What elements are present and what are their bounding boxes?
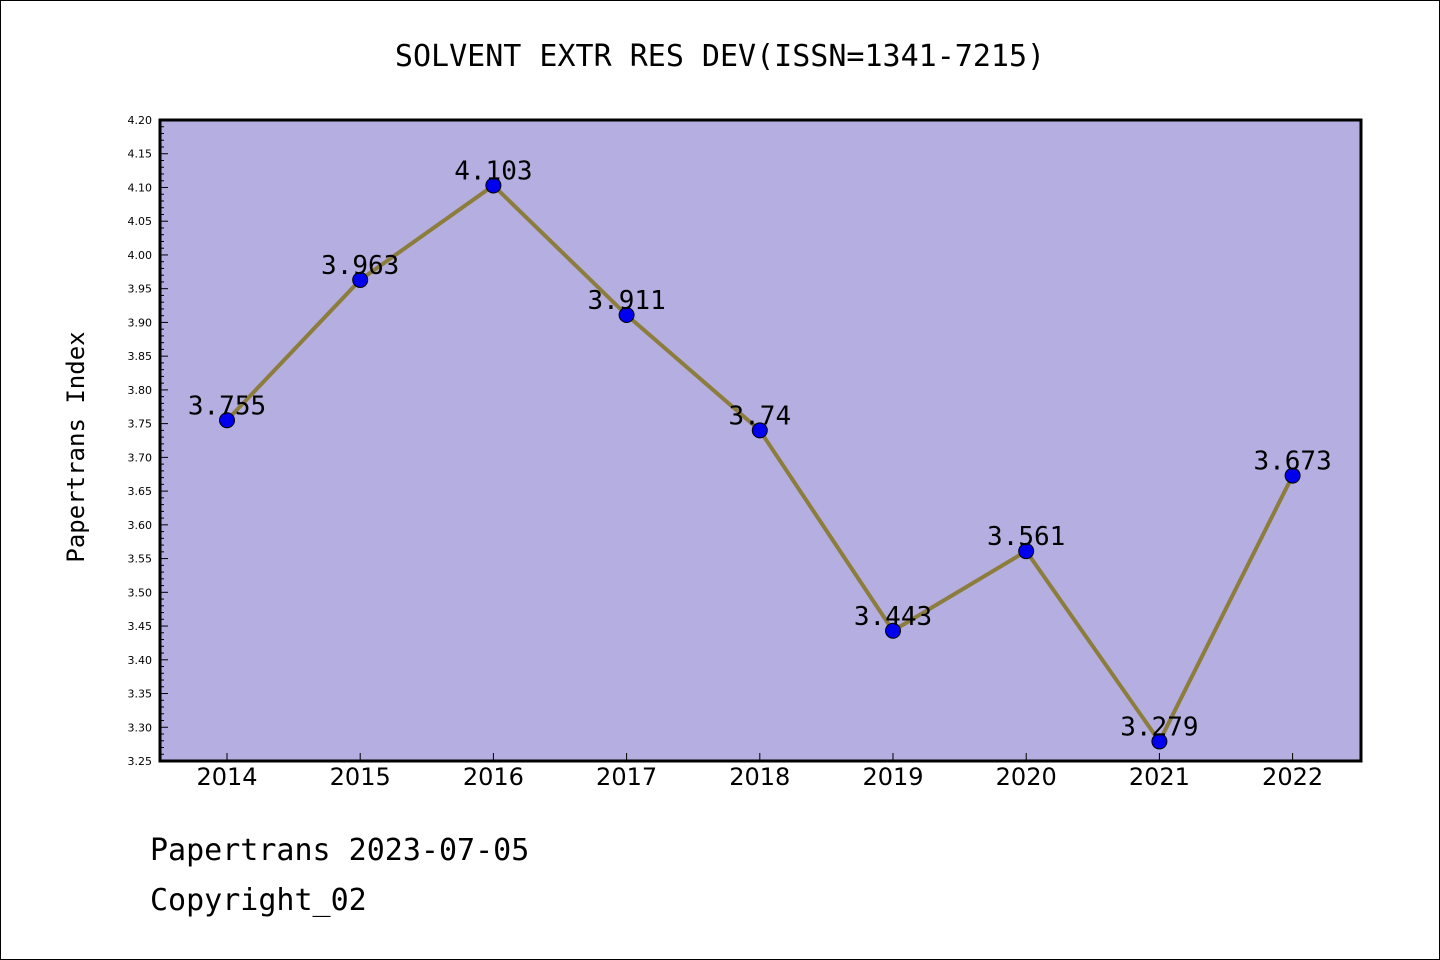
y-tick-label: 4.05 — [128, 215, 153, 228]
y-tick-label: 3.60 — [128, 519, 153, 532]
y-tick-label: 3.95 — [128, 283, 153, 296]
y-tick-label: 3.25 — [128, 755, 153, 768]
data-label-group: 3.755 3.963 4.103 3.911 3.74 3.443 3.561 3.279 3… — [188, 156, 1332, 742]
data-label: 3.911 — [587, 286, 665, 316]
data-label: 3.279 — [1120, 712, 1198, 742]
data-point — [1284, 467, 1301, 484]
data-point — [485, 177, 502, 194]
y-tick-label: 4.20 — [128, 114, 153, 127]
data-point — [1018, 543, 1035, 560]
data-point — [219, 412, 235, 429]
x-tick-label: 2018 — [729, 763, 790, 791]
y-tick-label: 4.00 — [128, 249, 153, 262]
x-tick-label: 2014 — [196, 763, 257, 791]
data-label: 3.673 — [1253, 447, 1331, 477]
series-line-group — [219, 177, 1301, 750]
chart-title: SOLVENT EXTR RES DEV(ISSN=1341-7215) — [395, 39, 1045, 74]
x-tick-label: 2015 — [330, 763, 391, 791]
data-point — [751, 422, 768, 439]
x-tick-label: 2022 — [1262, 763, 1323, 791]
y-tick-label: 3.85 — [128, 350, 153, 363]
data-point — [618, 306, 635, 323]
data-label: 3.561 — [987, 522, 1065, 552]
footer-date: Papertrans 2023-07-05 — [150, 833, 530, 868]
y-tick-label: 3.65 — [128, 485, 153, 498]
x-tick-label: 2019 — [862, 763, 923, 791]
y-tick-label: 4.10 — [128, 181, 153, 194]
data-point — [885, 622, 901, 639]
data-label: 3.963 — [321, 251, 399, 281]
y-tick-label: 3.50 — [128, 586, 153, 599]
y-tick-label: 3.55 — [128, 553, 153, 566]
data-label: 3.74 — [728, 401, 791, 431]
y-axis-label: Papertrans Index — [62, 331, 90, 562]
data-label: 4.103 — [454, 156, 532, 186]
x-tick-label: 2017 — [596, 763, 657, 791]
y-tick-label: 3.75 — [128, 418, 153, 431]
y-tick-label: 4.15 — [128, 148, 153, 161]
y-tick-label: 3.70 — [128, 451, 153, 464]
x-tick-label: 2021 — [1129, 763, 1190, 791]
footer-copyright: Copyright_02 — [150, 883, 367, 918]
y-tick-label: 3.80 — [128, 384, 153, 397]
plot-border — [158, 118, 1363, 763]
x-tick-label: 2016 — [463, 763, 524, 791]
data-label: 3.755 — [188, 391, 266, 421]
x-tick-label: 2020 — [996, 763, 1057, 791]
y-tick-label: 3.30 — [128, 721, 153, 734]
x-axis: 2014 2015 2016 2017 2018 2019 2020 2021 2022 — [196, 753, 1323, 791]
y-axis: 3.25 3.30 3.35 3.40 3.45 3.50 3.55 3.60 3.65 3.70… — [128, 114, 168, 768]
data-point — [352, 271, 369, 288]
y-tick-label: 3.45 — [128, 620, 153, 633]
y-tick-label: 3.40 — [128, 654, 153, 667]
data-point — [1151, 733, 1168, 750]
y-tick-label: 3.35 — [128, 688, 153, 701]
plot-area — [160, 120, 1361, 761]
y-tick-label: 3.90 — [128, 316, 153, 329]
data-label: 3.443 — [854, 602, 932, 632]
